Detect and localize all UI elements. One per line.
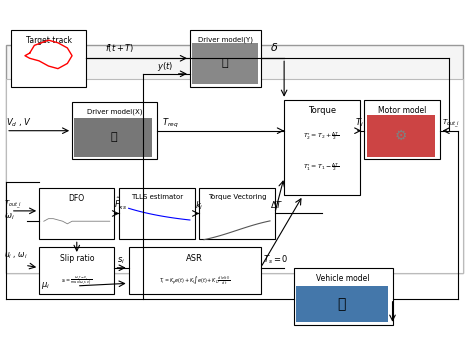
Bar xyxy=(72,102,157,159)
Text: $f(t+T)$: $f(t+T)$ xyxy=(105,42,135,54)
Bar xyxy=(39,247,115,294)
Text: DFO: DFO xyxy=(69,194,85,203)
Text: $s_i=\frac{\omega_i r - v_i}{\max(\omega_i r, v_i)}$: $s_i=\frac{\omega_i r - v_i}{\max(\omega… xyxy=(61,275,92,287)
Text: $u_i$ , $\omega_i$: $u_i$ , $\omega_i$ xyxy=(4,251,27,261)
Text: Slip ratio: Slip ratio xyxy=(60,254,94,263)
Text: $y(t)$: $y(t)$ xyxy=(157,60,173,73)
Text: $T_{req}$: $T_{req}$ xyxy=(162,117,178,130)
Bar xyxy=(293,268,392,325)
Bar xyxy=(296,286,388,322)
Text: ASR: ASR xyxy=(186,254,203,263)
Text: $\omega_i$: $\omega_i$ xyxy=(4,212,14,222)
Text: $T_i$: $T_i$ xyxy=(355,117,364,129)
Text: Motor model: Motor model xyxy=(378,106,426,115)
Text: $T_{out\_i}$: $T_{out\_i}$ xyxy=(442,118,460,131)
Bar xyxy=(74,118,152,157)
Bar xyxy=(119,187,195,239)
Text: $T_i=K_p e(t)+K_I\int e(t)+K_D\frac{d(e(t))}{dt}$: $T_i=K_p e(t)+K_I\int e(t)+K_D\frac{d(e(… xyxy=(159,275,230,287)
Text: $T_s = 0$: $T_s = 0$ xyxy=(263,254,288,266)
Bar xyxy=(284,100,359,195)
Bar xyxy=(364,100,439,159)
Text: 🚗: 🚗 xyxy=(222,58,228,68)
Text: $\hat{F}_{xs}$: $\hat{F}_{xs}$ xyxy=(115,196,128,212)
Bar xyxy=(199,187,275,239)
Text: Driver model(X): Driver model(X) xyxy=(87,109,142,115)
Text: $\mu_i$: $\mu_i$ xyxy=(41,280,51,291)
Text: Torque: Torque xyxy=(308,106,336,115)
Text: Driver model(Y): Driver model(Y) xyxy=(198,36,253,43)
Text: $s_i$: $s_i$ xyxy=(117,256,125,266)
Text: Target track: Target track xyxy=(26,36,72,45)
Text: ⚙: ⚙ xyxy=(395,129,407,143)
Bar xyxy=(190,30,261,87)
Text: $V_d$ , $V$: $V_d$ , $V$ xyxy=(6,117,32,129)
Bar xyxy=(6,45,463,273)
Text: 🚙: 🚙 xyxy=(337,297,346,311)
Text: $\Delta T$: $\Delta T$ xyxy=(270,199,283,210)
Bar xyxy=(366,115,435,157)
Text: $k_i$: $k_i$ xyxy=(195,199,203,212)
Text: $T_2^{\prime}=T_2+\frac{\Delta T}{2}$: $T_2^{\prime}=T_2+\frac{\Delta T}{2}$ xyxy=(303,130,340,142)
Text: $\delta$: $\delta$ xyxy=(270,41,278,53)
Text: Torque Vectoring: Torque Vectoring xyxy=(208,194,266,200)
Bar xyxy=(11,30,86,87)
Bar xyxy=(6,79,463,273)
Bar xyxy=(192,43,258,84)
Text: Vehicle model: Vehicle model xyxy=(316,274,370,283)
Text: $T_1^{\prime}=T_1-\frac{\Delta T}{2}$: $T_1^{\prime}=T_1-\frac{\Delta T}{2}$ xyxy=(303,161,340,173)
Text: $T_{out\_i}$: $T_{out\_i}$ xyxy=(4,198,22,211)
Bar xyxy=(128,247,261,294)
Bar xyxy=(39,187,115,239)
Text: TLLS estimator: TLLS estimator xyxy=(131,194,183,200)
Text: ✋: ✋ xyxy=(110,132,117,142)
